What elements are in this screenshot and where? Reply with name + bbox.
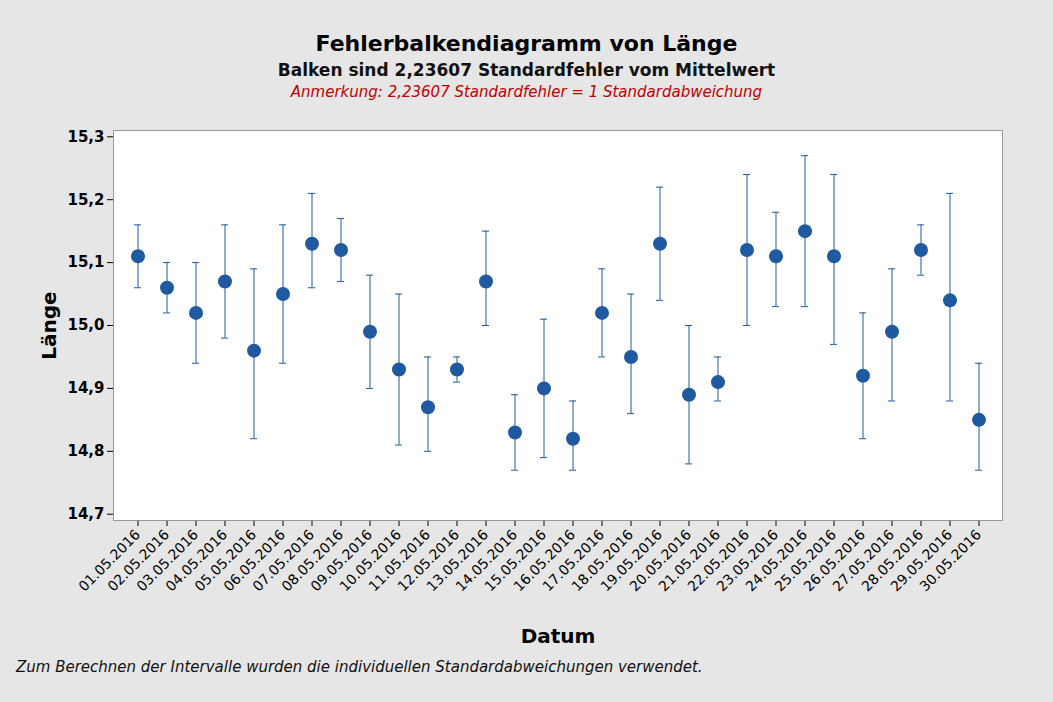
svg-text:14,7: 14,7 <box>67 505 104 523</box>
svg-text:Datum: Datum <box>521 624 596 648</box>
svg-text:01.05.2016: 01.05.2016 <box>75 526 144 595</box>
svg-text:10.05.2016: 10.05.2016 <box>336 526 405 595</box>
svg-text:08.05.2016: 08.05.2016 <box>278 526 347 595</box>
svg-text:15,0: 15,0 <box>67 316 104 334</box>
svg-text:12.05.2016: 12.05.2016 <box>394 526 463 595</box>
html-text:Balken sind 2,23607 Standardfe: Balken sind 2,23607 Standardfehler vom M… <box>277 60 776 80</box>
svg-text:09.05.2016: 09.05.2016 <box>307 526 376 595</box>
svg-text:06.05.2016: 06.05.2016 <box>220 526 289 595</box>
svg-text:02.05.2016: 02.05.2016 <box>104 526 173 595</box>
svg-text:14,9: 14,9 <box>67 379 104 397</box>
svg-text:25.05.2016: 25.05.2016 <box>771 526 840 595</box>
svg-text:07.05.2016: 07.05.2016 <box>249 526 318 595</box>
html-text:Zum Berechnen der Intervalle w: Zum Berechnen der Intervalle wurden die … <box>16 658 703 676</box>
svg-text:15,2: 15,2 <box>67 190 104 208</box>
svg-text:14,8: 14,8 <box>67 442 104 460</box>
svg-text:22.05.2016: 22.05.2016 <box>684 526 753 595</box>
svg-text:05.05.2016: 05.05.2016 <box>191 526 260 595</box>
svg-text:24.05.2016: 24.05.2016 <box>742 526 811 595</box>
svg-text:Länge: Länge <box>37 291 61 359</box>
svg-text:23.05.2016: 23.05.2016 <box>713 526 782 595</box>
svg-text:30.05.2016: 30.05.2016 <box>916 526 984 594</box>
html-text:Anmerkung: 2,23607 Standardfeh: Anmerkung: 2,23607 Standardfehler = 1 St… <box>290 83 763 101</box>
svg-text:26.05.2016: 26.05.2016 <box>800 526 869 595</box>
svg-text:28.05.2016: 28.05.2016 <box>858 526 927 595</box>
svg-text:16.05.2016: 16.05.2016 <box>510 526 579 595</box>
svg-text:11.05.2016: 11.05.2016 <box>365 526 434 595</box>
svg-text:20.05.2016: 20.05.2016 <box>626 526 695 595</box>
svg-text:15,1: 15,1 <box>67 253 104 271</box>
svg-text:15,3: 15,3 <box>67 128 104 146</box>
svg-text:18.05.2016: 18.05.2016 <box>568 526 637 595</box>
svg-text:27.05.2016: 27.05.2016 <box>829 526 898 595</box>
svg-text:04.05.2016: 04.05.2016 <box>162 526 231 595</box>
html-text:Fehlerbalkendiagramm von Länge: Fehlerbalkendiagramm von Länge <box>315 31 738 56</box>
svg-text:29.05.2016: 29.05.2016 <box>887 526 956 595</box>
svg-text:15.05.2016: 15.05.2016 <box>481 526 550 595</box>
svg-text:21.05.2016: 21.05.2016 <box>655 526 724 595</box>
svg-text:19.05.2016: 19.05.2016 <box>597 526 666 595</box>
svg-text:03.05.2016: 03.05.2016 <box>133 526 202 595</box>
svg-text:14.05.2016: 14.05.2016 <box>452 526 521 595</box>
svg-text:13.05.2016: 13.05.2016 <box>423 526 492 595</box>
svg-text:17.05.2016: 17.05.2016 <box>539 526 608 595</box>
